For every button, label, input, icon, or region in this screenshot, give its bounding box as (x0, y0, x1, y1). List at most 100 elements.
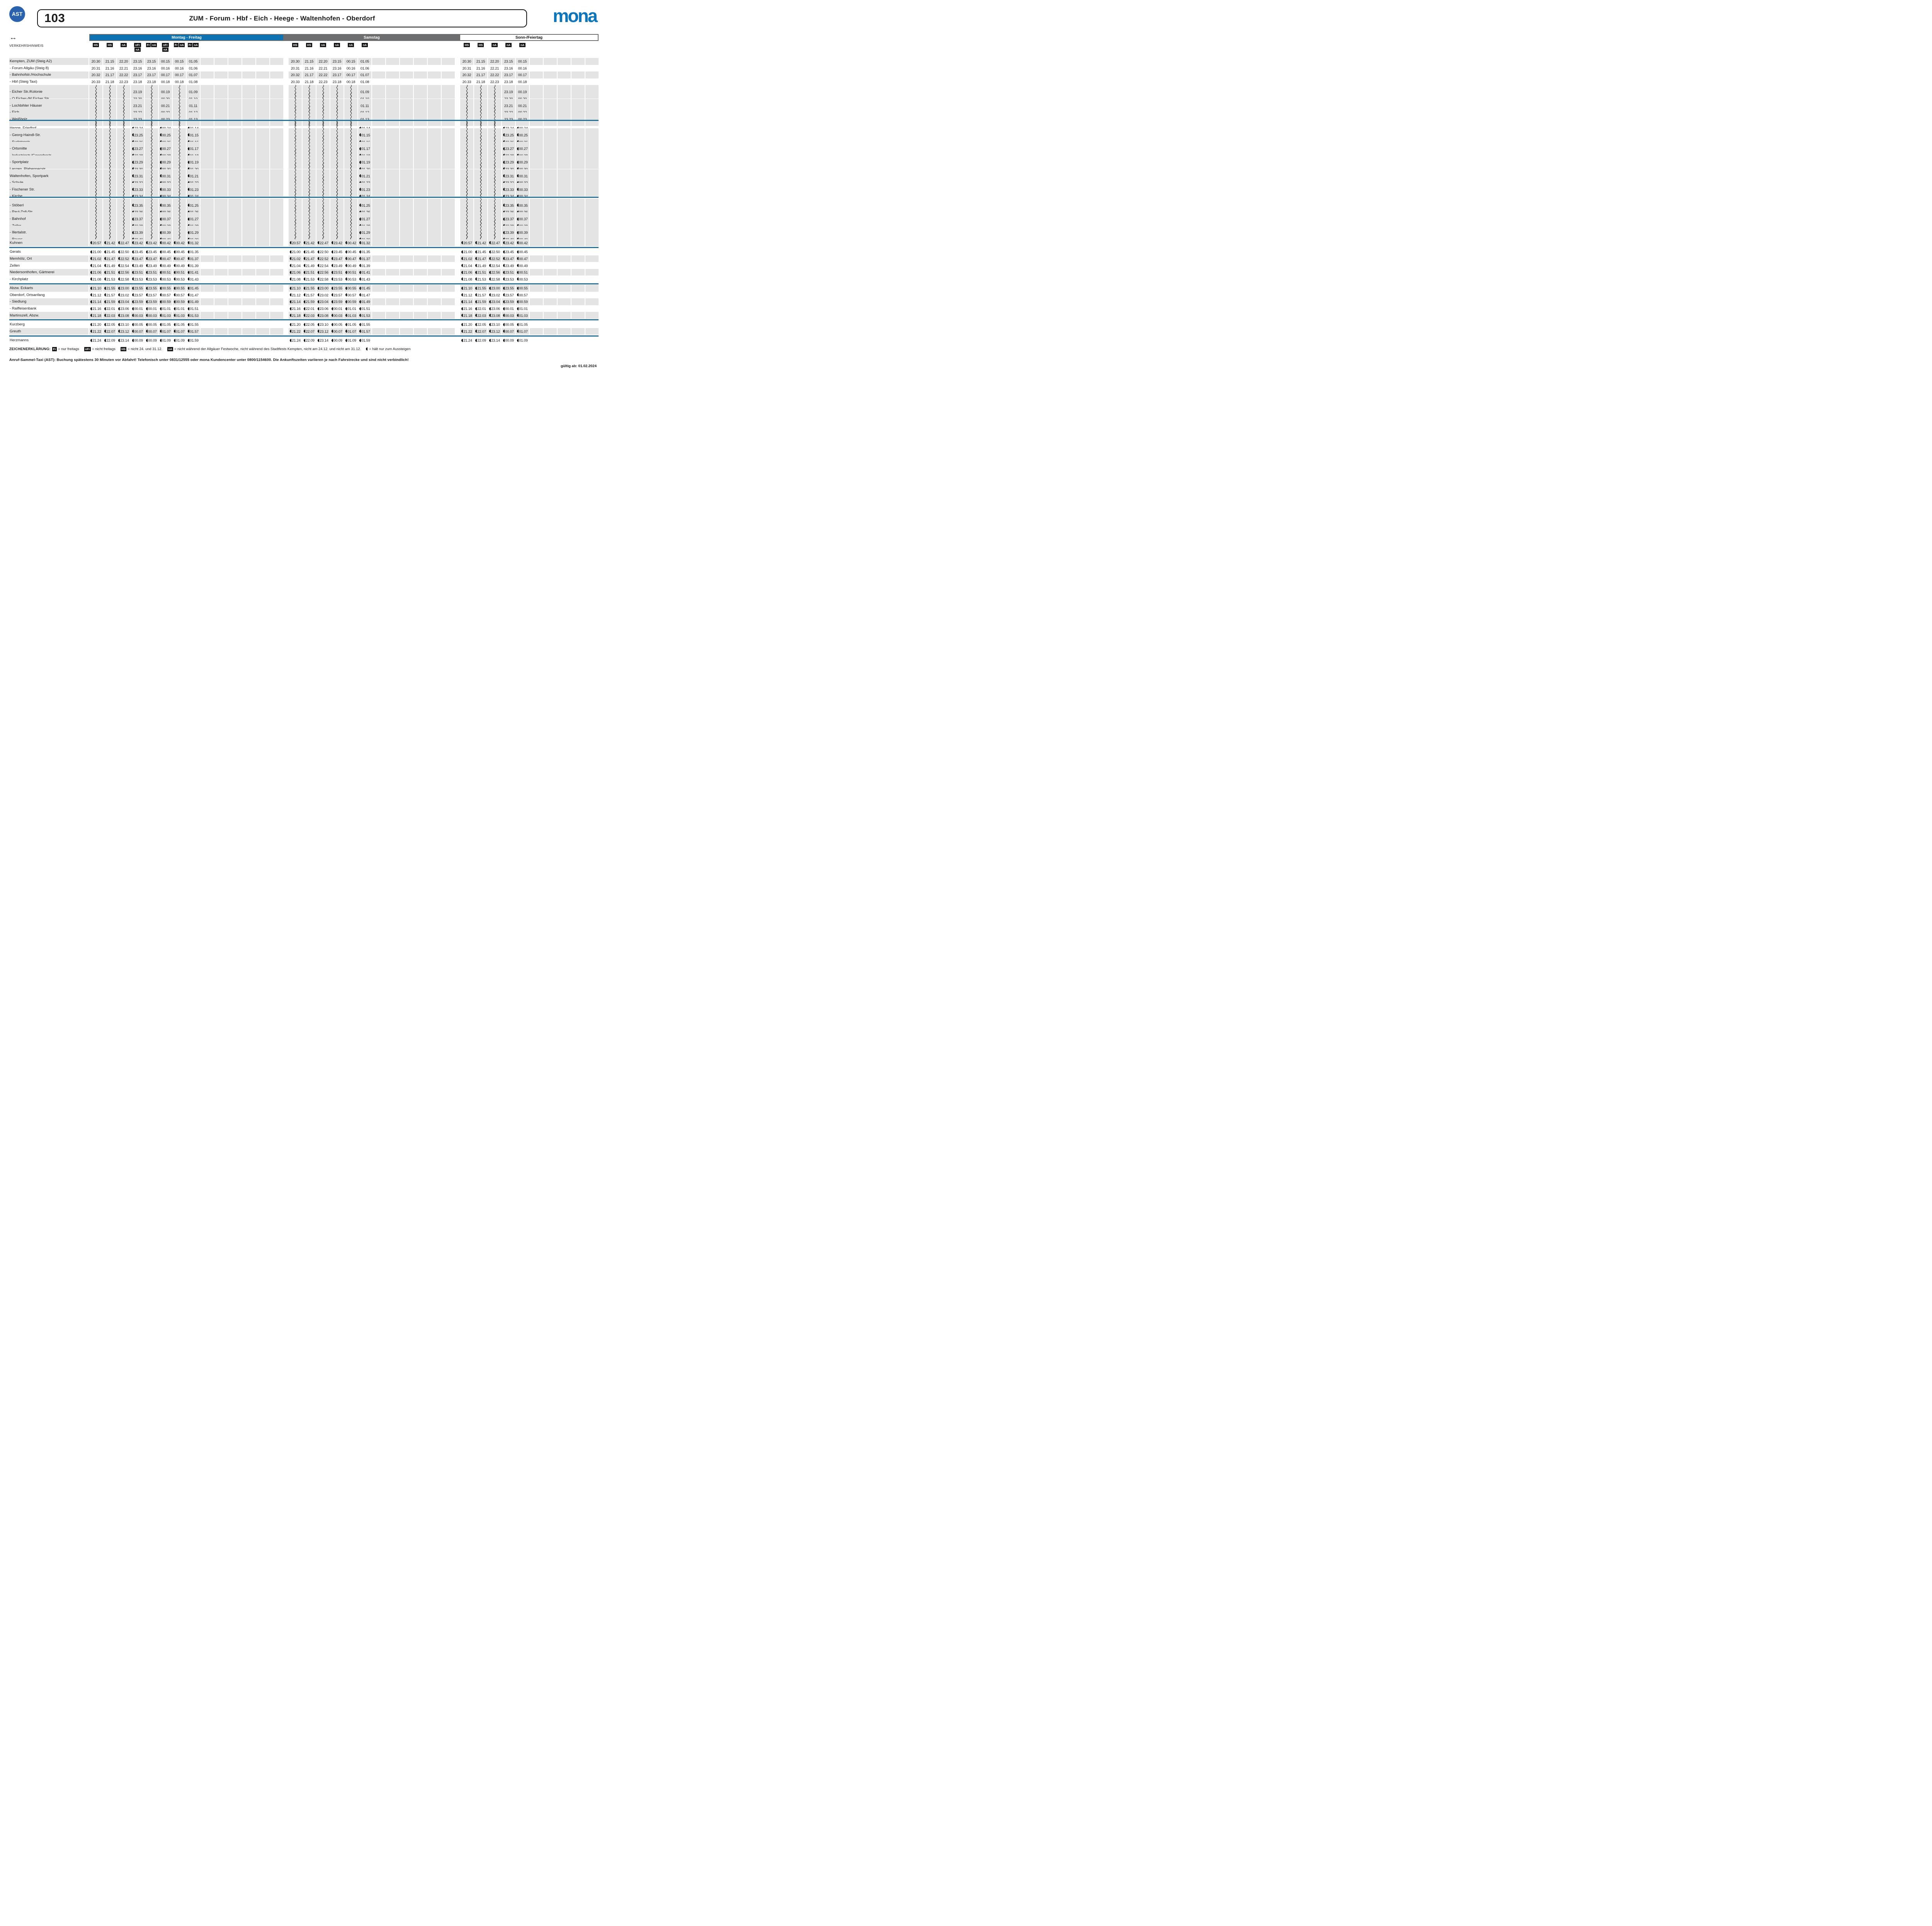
no-stop-cell (89, 198, 102, 212)
exit-only-icon (332, 271, 333, 274)
service-note-badge: nA (179, 43, 185, 48)
exit-only-icon (517, 174, 519, 177)
exit-only-icon (188, 314, 190, 317)
time-cell: 00.33 (516, 182, 529, 196)
empty-cell (428, 212, 441, 226)
exit-only-icon (517, 264, 519, 267)
time-cell: 01.07 (358, 71, 371, 78)
time-cell: 23.10 (117, 321, 130, 328)
time-cell: 23.28 (131, 149, 144, 162)
empty-cell (242, 65, 255, 72)
exit-only-icon (517, 257, 519, 260)
time-cell: 21.20 (89, 321, 102, 328)
stop-name: Herzmanns (10, 338, 29, 343)
time-cell: 23.26 (131, 135, 144, 149)
empty-cell (400, 58, 413, 65)
exit-only-icon (146, 300, 148, 303)
time-cell: 22.22 (316, 71, 330, 78)
empty-cell (228, 99, 242, 112)
empty-cell (372, 226, 385, 240)
exit-only-icon (304, 323, 306, 326)
empty-cell (214, 337, 228, 344)
time-cell: 22.05 (103, 321, 116, 328)
empty-cell (558, 99, 571, 112)
stop-name: - Bahnhof (9, 212, 88, 226)
band-saturday: Samstag (364, 35, 380, 40)
exit-only-icon (104, 330, 106, 333)
table-row: Greuth 21.22 22.07 23.12 00.07 00.07 01.07 01.0… (9, 328, 599, 335)
table-row: - Rauns23.4000.4001.3001.3023.4000.40 (9, 232, 597, 246)
empty-cell (571, 58, 585, 65)
empty-cell (558, 248, 571, 255)
empty-cell (372, 285, 385, 292)
time-cell: 23.47 (145, 255, 158, 262)
no-stop-cell (316, 128, 330, 142)
exit-only-icon (503, 188, 505, 191)
empty-cell (428, 292, 441, 299)
empty-cell (372, 269, 385, 276)
empty-cell (571, 255, 585, 262)
empty-cell (400, 112, 413, 126)
exit-only-icon (160, 264, 162, 267)
time-cell: 21.12 (460, 292, 473, 299)
no-stop-cell (474, 99, 487, 112)
exit-only-icon (503, 167, 505, 171)
empty-cell (256, 269, 269, 276)
empty-cell (442, 128, 455, 142)
empty-cell (571, 78, 585, 85)
time-cell: 23.18 (147, 80, 156, 84)
empty-cell (214, 262, 228, 269)
time-cell: 22.03 (474, 312, 487, 319)
exit-only-icon (359, 314, 361, 317)
empty-cell (228, 71, 242, 78)
no-stop-cell (330, 99, 344, 112)
empty-cell (585, 112, 599, 126)
empty-cell (442, 269, 455, 276)
time-cell: 01.09 (159, 337, 172, 344)
exit-only-icon (345, 339, 347, 342)
time-cell: 01.20 (358, 162, 371, 176)
time-cell: 23.53 (330, 276, 344, 282)
time-cell: 00.07 (330, 328, 344, 335)
table-row: Zellen 21.04 21.49 22.54 23.49 23.49 00.49 00.4… (9, 262, 597, 269)
empty-cell (400, 239, 413, 247)
time-cell: 00.55 (173, 285, 186, 292)
no-stop-wavy-line (308, 112, 310, 126)
exit-only-icon (359, 126, 361, 130)
exit-only-icon (503, 204, 505, 207)
time-cell: 01.07 (159, 328, 172, 335)
exit-only-icon (503, 231, 505, 234)
no-stop-wavy-line (95, 112, 97, 126)
time-cell: 00.59 (173, 298, 186, 305)
empty-cell (544, 298, 557, 305)
time-cell: 01.55 (187, 321, 200, 328)
time-cell: 01.05 (187, 58, 200, 65)
exit-only-icon (517, 133, 519, 137)
empty-cell (372, 142, 385, 156)
time-cell: 00.09 (131, 337, 144, 344)
time-cell: 23.16 (332, 66, 342, 70)
exit-only-icon (160, 217, 162, 221)
service-note-cell: nA (316, 43, 330, 48)
empty-cell (585, 71, 599, 78)
exit-only-icon (489, 330, 491, 333)
no-stop-cell (103, 169, 116, 183)
empty-cell (386, 328, 399, 335)
empty-cell (386, 269, 399, 276)
time-cell: 23.26 (502, 135, 515, 149)
empty-cell (386, 312, 399, 319)
time-cell: 22.50 (117, 248, 130, 255)
no-stop-cell (316, 169, 330, 183)
empty-cell (442, 212, 455, 226)
no-stop-cell (289, 182, 302, 196)
time-cell: 00.26 (516, 135, 529, 149)
time-cell: 01.07 (516, 328, 529, 335)
empty-cell (571, 71, 585, 78)
exit-only-icon (118, 330, 120, 333)
exit-only-icon (461, 300, 463, 303)
exit-only-icon (90, 323, 92, 326)
time-cell: 01.13 (358, 112, 371, 126)
time-cell: 22.01 (474, 305, 487, 312)
exit-only-icon (146, 307, 148, 310)
time-cell: 23.47 (502, 255, 515, 262)
